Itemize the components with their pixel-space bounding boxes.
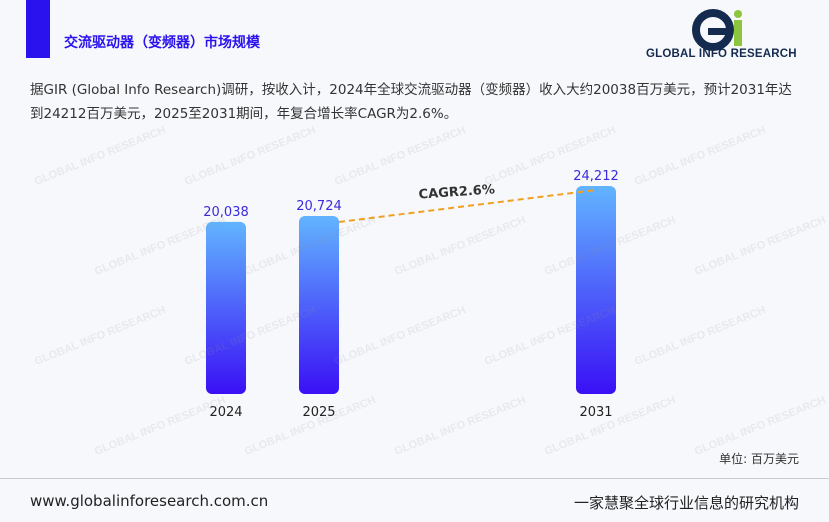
bar-2031 [576,186,616,394]
bar-chart: 20,038 2024 20,724 2025 24,212 2031 CAGR2.6% [203,169,619,420]
cagr-trend-line [338,189,597,223]
category-label-2024: 2024 [209,405,242,420]
cagr-annotation: CAGR2.6% [418,182,495,202]
page-title: 交流驱动器（变频器）市场规模 [64,35,260,51]
value-label-2024: 20,038 [203,205,249,220]
footer-slogan: 一家慧聚全球行业信息的研究机构 [573,494,799,512]
header-accent-bar [26,0,50,58]
value-label-2025: 20,724 [296,199,342,214]
category-label-2025: 2025 [302,405,335,420]
footer-divider [0,478,829,479]
logo-text: GLOBAL INFO RESEARCH [646,48,797,60]
footer-website[interactable]: www.globalinforesearch.com.cn [30,492,269,510]
category-label-2031: 2031 [579,405,612,420]
bar-2025 [299,215,339,394]
gi-logo-icon [692,9,742,51]
unit-label: 单位: 百万美元 [719,452,799,466]
value-label-2031: 24,212 [573,169,619,184]
bar-2024 [206,221,246,394]
description-text: 据GIR (Global Info Research)调研，按收入计，2024年… [30,82,792,122]
